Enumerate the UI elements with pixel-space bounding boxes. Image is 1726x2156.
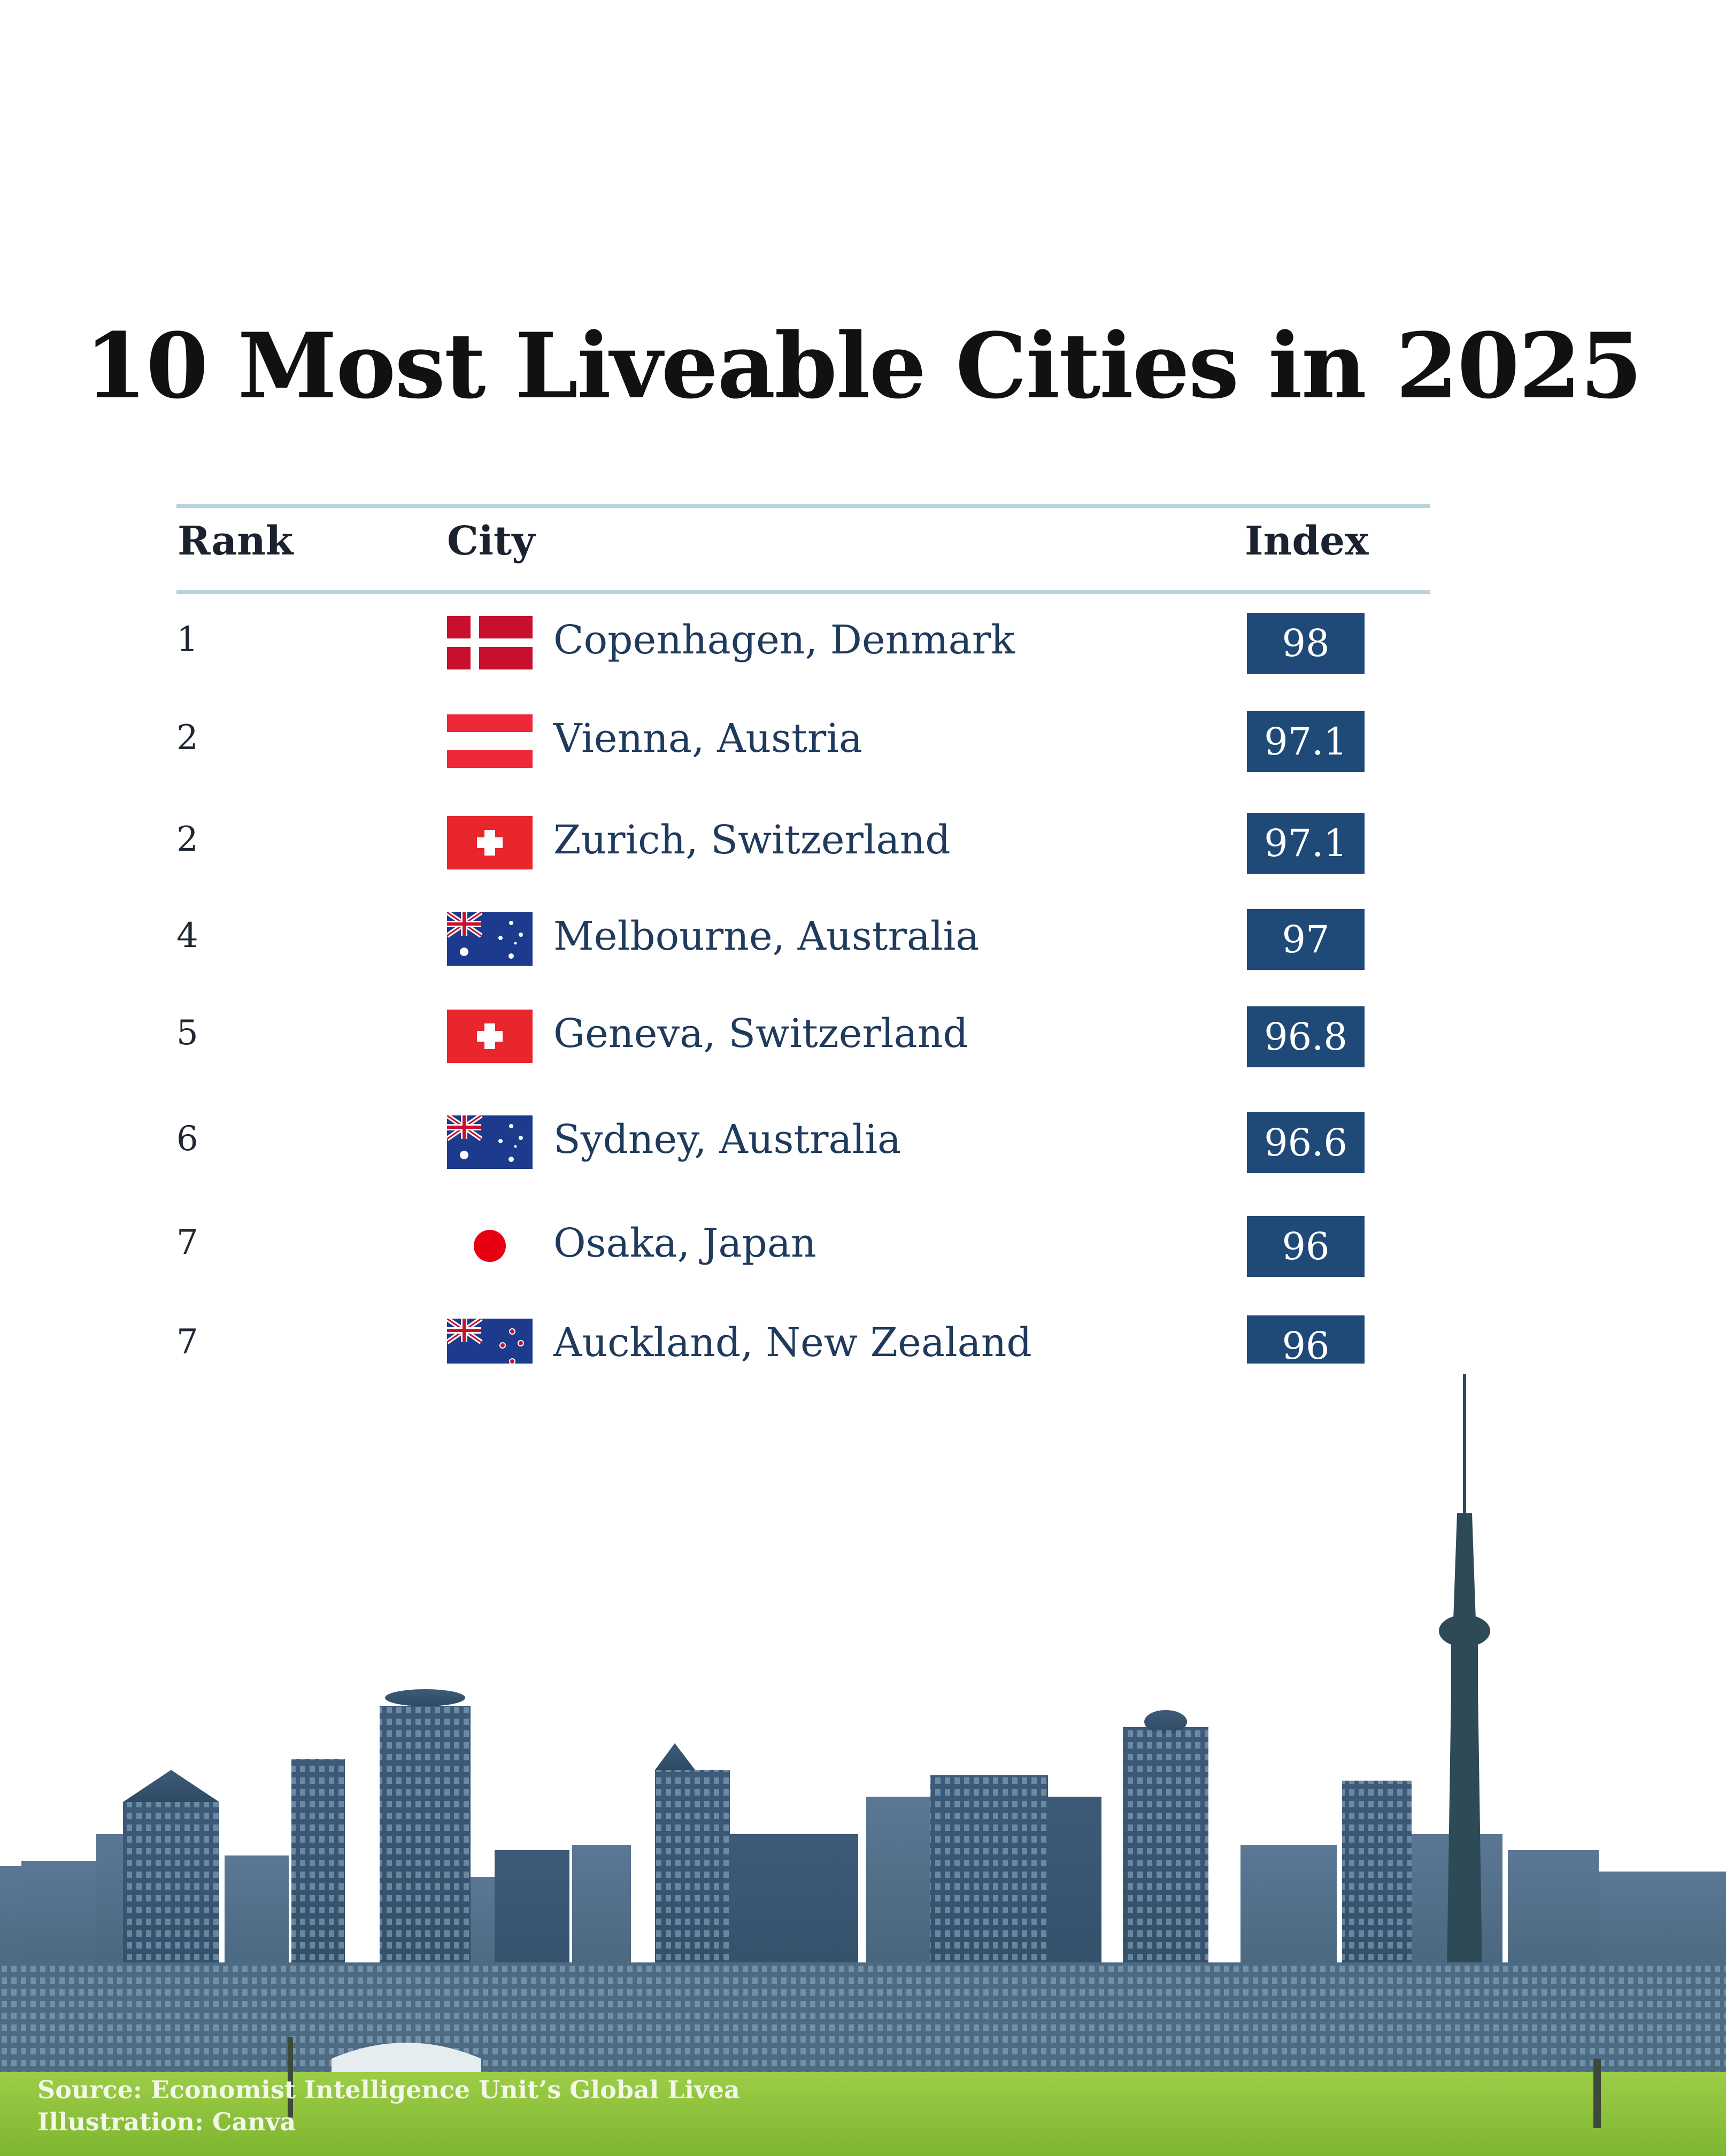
denmark-flag (447, 616, 533, 669)
australia-flag (447, 1115, 533, 1169)
rank-cell: 4 (176, 916, 198, 956)
city-cell: Copenhagen, Denmark (553, 617, 1015, 663)
city-cell: Melbourne, Australia (553, 913, 980, 959)
table-row: 7 Auckland, New Zealand 96 (0, 1315, 1726, 1380)
city-cell: Zurich, Switzerland (553, 817, 951, 863)
austria-flag (447, 714, 533, 768)
index-badge: 96.8 (1247, 1006, 1365, 1067)
table-header-rule (176, 590, 1430, 594)
header-city: City (447, 518, 535, 564)
city-skyline-illustration (0, 1364, 1726, 2156)
city-cell: Vienna, Austria (553, 715, 863, 761)
index-badge: 98 (1247, 613, 1365, 674)
table-row: 4 Melbourne, Australia 97 (0, 909, 1726, 973)
table-row: 2 Zurich, Switzerland 97.1 (0, 813, 1726, 877)
table-row: 5 Geneva, Switzerland 96.8 (0, 1006, 1726, 1071)
new-zealand-flag (447, 1319, 533, 1372)
table-top-rule (176, 504, 1430, 508)
japan-flag (447, 1219, 533, 1273)
header-index: Index (1245, 518, 1369, 564)
table-row: 7 Osaka, Japan 96 (0, 1216, 1726, 1280)
city-cell: Auckland, New Zealand (553, 1320, 1032, 1366)
table-row: 1 Copenhagen, Denmark 98 (0, 613, 1726, 677)
source-line: Source: Economist Intelligence Unit’s Gl… (37, 2075, 740, 2104)
switzerland-flag (447, 816, 533, 869)
city-cell: Geneva, Switzerland (553, 1011, 968, 1057)
index-badge: 97.1 (1247, 711, 1365, 772)
table-row: 2 Vienna, Austria 97.1 (0, 711, 1726, 775)
index-badge: 97 (1247, 909, 1365, 970)
table-row: 6 Sydney, Australia 96.6 (0, 1112, 1726, 1176)
switzerland-flag (447, 1010, 533, 1063)
index-badge: 96 (1247, 1216, 1365, 1277)
index-badge: 97.1 (1247, 813, 1365, 874)
rank-cell: 6 (176, 1119, 198, 1159)
city-cell: Osaka, Japan (553, 1220, 816, 1266)
illustration-credit: Illustration: Canva (37, 2107, 296, 2136)
header-rank: Rank (178, 518, 294, 564)
rank-cell: 2 (176, 718, 198, 758)
rank-cell: 7 (176, 1223, 198, 1262)
rank-cell: 1 (176, 620, 198, 659)
source-note: Source: Economist Intelligence Unit’s Gl… (37, 2074, 740, 2138)
rank-cell: 7 (176, 1322, 198, 1362)
rank-cell: 5 (176, 1013, 198, 1053)
chart-title: 10 Most Liveable Cities in 2025 (84, 313, 1643, 419)
city-cell: Sydney, Australia (553, 1116, 901, 1162)
rank-cell: 2 (176, 820, 198, 859)
australia-flag (447, 912, 533, 966)
index-badge: 96.6 (1247, 1112, 1365, 1173)
